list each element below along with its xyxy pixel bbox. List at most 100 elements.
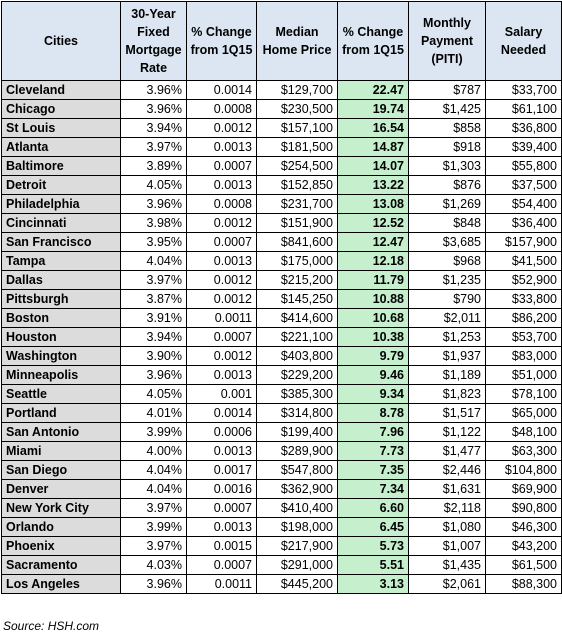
rate-cell: 3.97% bbox=[120, 498, 187, 518]
rate-cell: 3.96% bbox=[120, 194, 187, 214]
city-cell: San Francisco bbox=[1, 232, 121, 252]
table-row: Seattle 4.05% 0.001 $385,300 9.34 $1,823 $78,1… bbox=[1, 384, 562, 404]
city-cell: Detroit bbox=[1, 175, 121, 195]
price-change-cell: 12.47 bbox=[337, 232, 409, 252]
home-price-cell: $181,500 bbox=[256, 137, 338, 157]
table-row: Houston 3.94% 0.0007 $221,100 10.38 $1,253 $53… bbox=[1, 327, 562, 347]
rate-change-cell: 0.0012 bbox=[186, 270, 257, 290]
table-row: Boston 3.91% 0.0011 $414,600 10.68 $2,011 $86,… bbox=[1, 308, 562, 328]
salary-cell: $86,200 bbox=[485, 308, 562, 328]
salary-cell: $36,800 bbox=[485, 118, 562, 138]
payment-cell: $1,235 bbox=[408, 270, 486, 290]
city-cell: Cincinnati bbox=[1, 213, 121, 233]
price-change-cell: 14.07 bbox=[337, 156, 409, 176]
rate-cell: 3.97% bbox=[120, 270, 187, 290]
table-row: Cleveland 3.96% 0.0014 $129,700 22.47 $787 $33… bbox=[1, 80, 562, 100]
payment-cell: $1,823 bbox=[408, 384, 486, 404]
rate-cell: 4.04% bbox=[120, 251, 187, 271]
table-row: Tampa 4.04% 0.0013 $175,000 12.18 $968 $41,500 bbox=[1, 251, 562, 271]
price-change-cell: 6.60 bbox=[337, 498, 409, 518]
table-row: New York City 3.97% 0.0007 $410,400 6.60 $2,1… bbox=[1, 498, 562, 518]
payment-cell: $790 bbox=[408, 289, 486, 309]
city-cell: Phoenix bbox=[1, 536, 121, 556]
price-change-cell: 7.34 bbox=[337, 479, 409, 499]
rate-cell: 3.90% bbox=[120, 346, 187, 366]
home-price-cell: $152,850 bbox=[256, 175, 338, 195]
price-change-cell: 10.38 bbox=[337, 327, 409, 347]
rate-cell: 4.00% bbox=[120, 441, 187, 461]
salary-cell: $53,700 bbox=[485, 327, 562, 347]
rate-cell: 3.97% bbox=[120, 536, 187, 556]
rate-change-cell: 0.0011 bbox=[186, 308, 257, 328]
rate-cell: 3.95% bbox=[120, 232, 187, 252]
home-price-cell: $254,500 bbox=[256, 156, 338, 176]
payment-cell: $3,685 bbox=[408, 232, 486, 252]
payment-cell: $1,122 bbox=[408, 422, 486, 442]
salary-cell: $61,100 bbox=[485, 99, 562, 119]
rate-change-cell: 0.0013 bbox=[186, 365, 257, 385]
price-change-cell: 8.78 bbox=[337, 403, 409, 423]
payment-cell: $1,253 bbox=[408, 327, 486, 347]
payment-cell: $1,517 bbox=[408, 403, 486, 423]
payment-cell: $2,011 bbox=[408, 308, 486, 328]
price-change-cell: 13.22 bbox=[337, 175, 409, 195]
home-price-cell: $157,100 bbox=[256, 118, 338, 138]
price-change-cell: 9.79 bbox=[337, 346, 409, 366]
price-change-cell: 5.73 bbox=[337, 536, 409, 556]
city-cell: Seattle bbox=[1, 384, 121, 404]
rate-change-cell: 0.0016 bbox=[186, 479, 257, 499]
city-cell: Los Angeles bbox=[1, 574, 121, 594]
city-cell: San Diego bbox=[1, 460, 121, 480]
salary-cell: $61,500 bbox=[485, 555, 562, 575]
table-row: Cincinnati 3.98% 0.0012 $151,900 12.52 $848 $3… bbox=[1, 213, 562, 233]
home-price-cell: $362,900 bbox=[256, 479, 338, 499]
payment-cell: $1,435 bbox=[408, 555, 486, 575]
rate-change-cell: 0.0012 bbox=[186, 289, 257, 309]
rate-cell: 3.94% bbox=[120, 118, 187, 138]
rate-cell: 3.96% bbox=[120, 99, 187, 119]
price-change-cell: 12.52 bbox=[337, 213, 409, 233]
home-price-cell: $445,200 bbox=[256, 574, 338, 594]
home-price-cell: $841,600 bbox=[256, 232, 338, 252]
salary-cell: $51,000 bbox=[485, 365, 562, 385]
rate-cell: 3.91% bbox=[120, 308, 187, 328]
home-price-cell: $151,900 bbox=[256, 213, 338, 233]
rate-change-cell: 0.0013 bbox=[186, 517, 257, 537]
city-cell: New York City bbox=[1, 498, 121, 518]
payment-cell: $858 bbox=[408, 118, 486, 138]
salary-cell: $88,300 bbox=[485, 574, 562, 594]
source-note: Source: HSH.com bbox=[3, 619, 100, 633]
table-row: Sacramento 4.03% 0.0007 $291,000 5.51 $1,435 $… bbox=[1, 555, 562, 575]
city-cell: Sacramento bbox=[1, 555, 121, 575]
city-cell: Cleveland bbox=[1, 80, 121, 100]
home-price-cell: $289,900 bbox=[256, 441, 338, 461]
table-row: Detroit 4.05% 0.0013 $152,850 13.22 $876 $37,5… bbox=[1, 175, 562, 195]
payment-cell: $2,446 bbox=[408, 460, 486, 480]
city-cell: Atlanta bbox=[1, 137, 121, 157]
salary-cell: $104,800 bbox=[485, 460, 562, 480]
table-row: St Louis 3.94% 0.0012 $157,100 16.54 $858 $36,… bbox=[1, 118, 562, 138]
header-price-change: % Change from 1Q15 bbox=[337, 1, 409, 81]
payment-cell: $876 bbox=[408, 175, 486, 195]
header-row: Cities 30-Year Fixed Mortgage Rate % Cha… bbox=[1, 1, 562, 81]
rate-change-cell: 0.0012 bbox=[186, 118, 257, 138]
rate-cell: 4.05% bbox=[120, 175, 187, 195]
rate-cell: 4.04% bbox=[120, 479, 187, 499]
payment-cell: $848 bbox=[408, 213, 486, 233]
rate-change-cell: 0.0014 bbox=[186, 403, 257, 423]
home-price-cell: $414,600 bbox=[256, 308, 338, 328]
rate-change-cell: 0.0013 bbox=[186, 441, 257, 461]
rate-change-cell: 0.0013 bbox=[186, 137, 257, 157]
home-price-cell: $215,200 bbox=[256, 270, 338, 290]
rate-change-cell: 0.0011 bbox=[186, 574, 257, 594]
home-price-cell: $129,700 bbox=[256, 80, 338, 100]
table-row: Pittsburgh 3.87% 0.0012 $145,250 10.88 $790 $3… bbox=[1, 289, 562, 309]
table-row: Washington 3.90% 0.0012 $403,800 9.79 $1,937 $… bbox=[1, 346, 562, 366]
table-row: Philadelphia 3.96% 0.0008 $231,700 13.08 $1,2… bbox=[1, 194, 562, 214]
rate-change-cell: 0.0008 bbox=[186, 99, 257, 119]
rate-cell: 3.97% bbox=[120, 137, 187, 157]
rate-change-cell: 0.0017 bbox=[186, 460, 257, 480]
rate-change-cell: 0.0015 bbox=[186, 536, 257, 556]
city-cell: Pittsburgh bbox=[1, 289, 121, 309]
table-row: Dallas 3.97% 0.0012 $215,200 11.79 $1,235 $52,… bbox=[1, 270, 562, 290]
